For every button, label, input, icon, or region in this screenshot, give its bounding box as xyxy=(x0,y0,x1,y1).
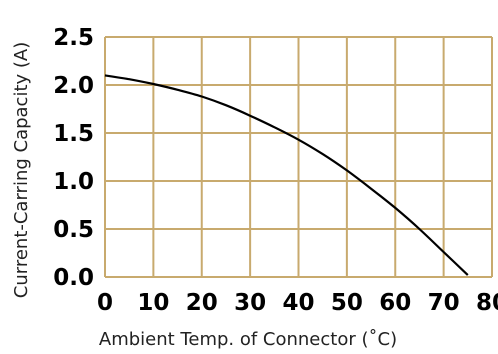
y-tick-label: 0.0 xyxy=(53,265,94,291)
x-tick-label: 60 xyxy=(379,290,411,316)
x-axis-ticks: 0 10 20 30 40 50 60 70 80 xyxy=(97,290,498,316)
capacity-curve xyxy=(104,74,469,276)
x-tick-label: 20 xyxy=(186,290,218,316)
x-axis-label: Ambient Temp. of Connector (˚C) xyxy=(99,329,397,350)
chart-grid xyxy=(104,36,493,278)
x-tick-label: 0 xyxy=(97,290,113,316)
y-tick-label: 1.0 xyxy=(53,169,94,195)
x-tick-label: 80 xyxy=(476,290,498,316)
y-tick-label: 0.5 xyxy=(53,217,94,243)
y-axis-ticks: 0.0 0.5 1.0 1.5 2.0 2.5 xyxy=(53,25,94,291)
y-tick-label: 1.5 xyxy=(53,121,94,147)
x-tick-label: 70 xyxy=(428,290,460,316)
y-tick-label: 2.0 xyxy=(53,73,94,99)
x-tick-label: 50 xyxy=(331,290,363,316)
x-tick-label: 40 xyxy=(282,290,314,316)
y-axis-label: Current-Carring Capacity (A) xyxy=(11,42,32,298)
x-tick-label: 10 xyxy=(137,290,169,316)
x-tick-label: 30 xyxy=(234,290,266,316)
y-tick-label: 2.5 xyxy=(53,25,94,51)
